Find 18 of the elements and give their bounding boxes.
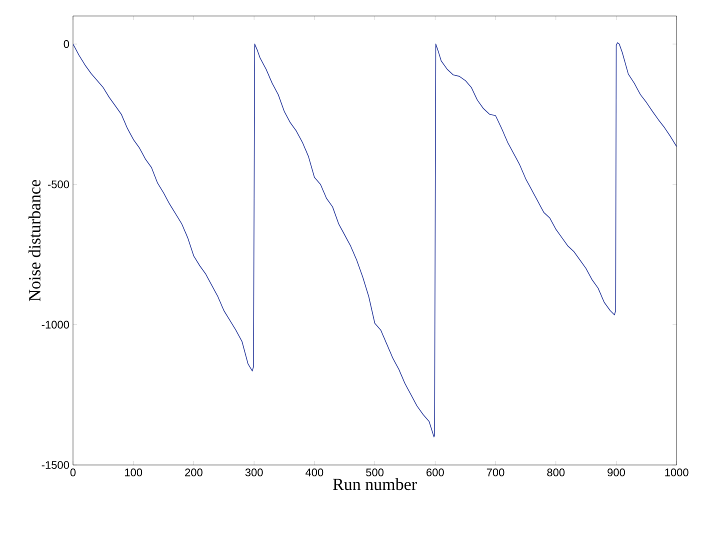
y-axis-title: Noise disturbance (28, 180, 40, 302)
x-axis-title: Run number (333, 478, 417, 490)
y-tick-label: -1000 (42, 320, 70, 329)
x-tick-label: 800 (547, 468, 565, 476)
x-tick-label: 300 (245, 468, 263, 476)
x-tick-label: 1000 (665, 468, 688, 476)
x-tick-label: 900 (608, 468, 625, 476)
y-tick-label: 0 (64, 40, 70, 48)
x-tick-label: 500 (366, 468, 384, 476)
x-tick-label: 200 (185, 468, 202, 476)
x-tick-label: 700 (486, 468, 504, 476)
x-tick-label: 0 (70, 468, 76, 476)
y-tick-label: -500 (48, 180, 70, 188)
y-tick-label: -1500 (42, 461, 70, 469)
line-series (73, 42, 677, 438)
x-tick-label: 400 (306, 468, 324, 476)
x-tick-label: 100 (125, 468, 142, 476)
x-tick-label: 600 (426, 468, 444, 476)
